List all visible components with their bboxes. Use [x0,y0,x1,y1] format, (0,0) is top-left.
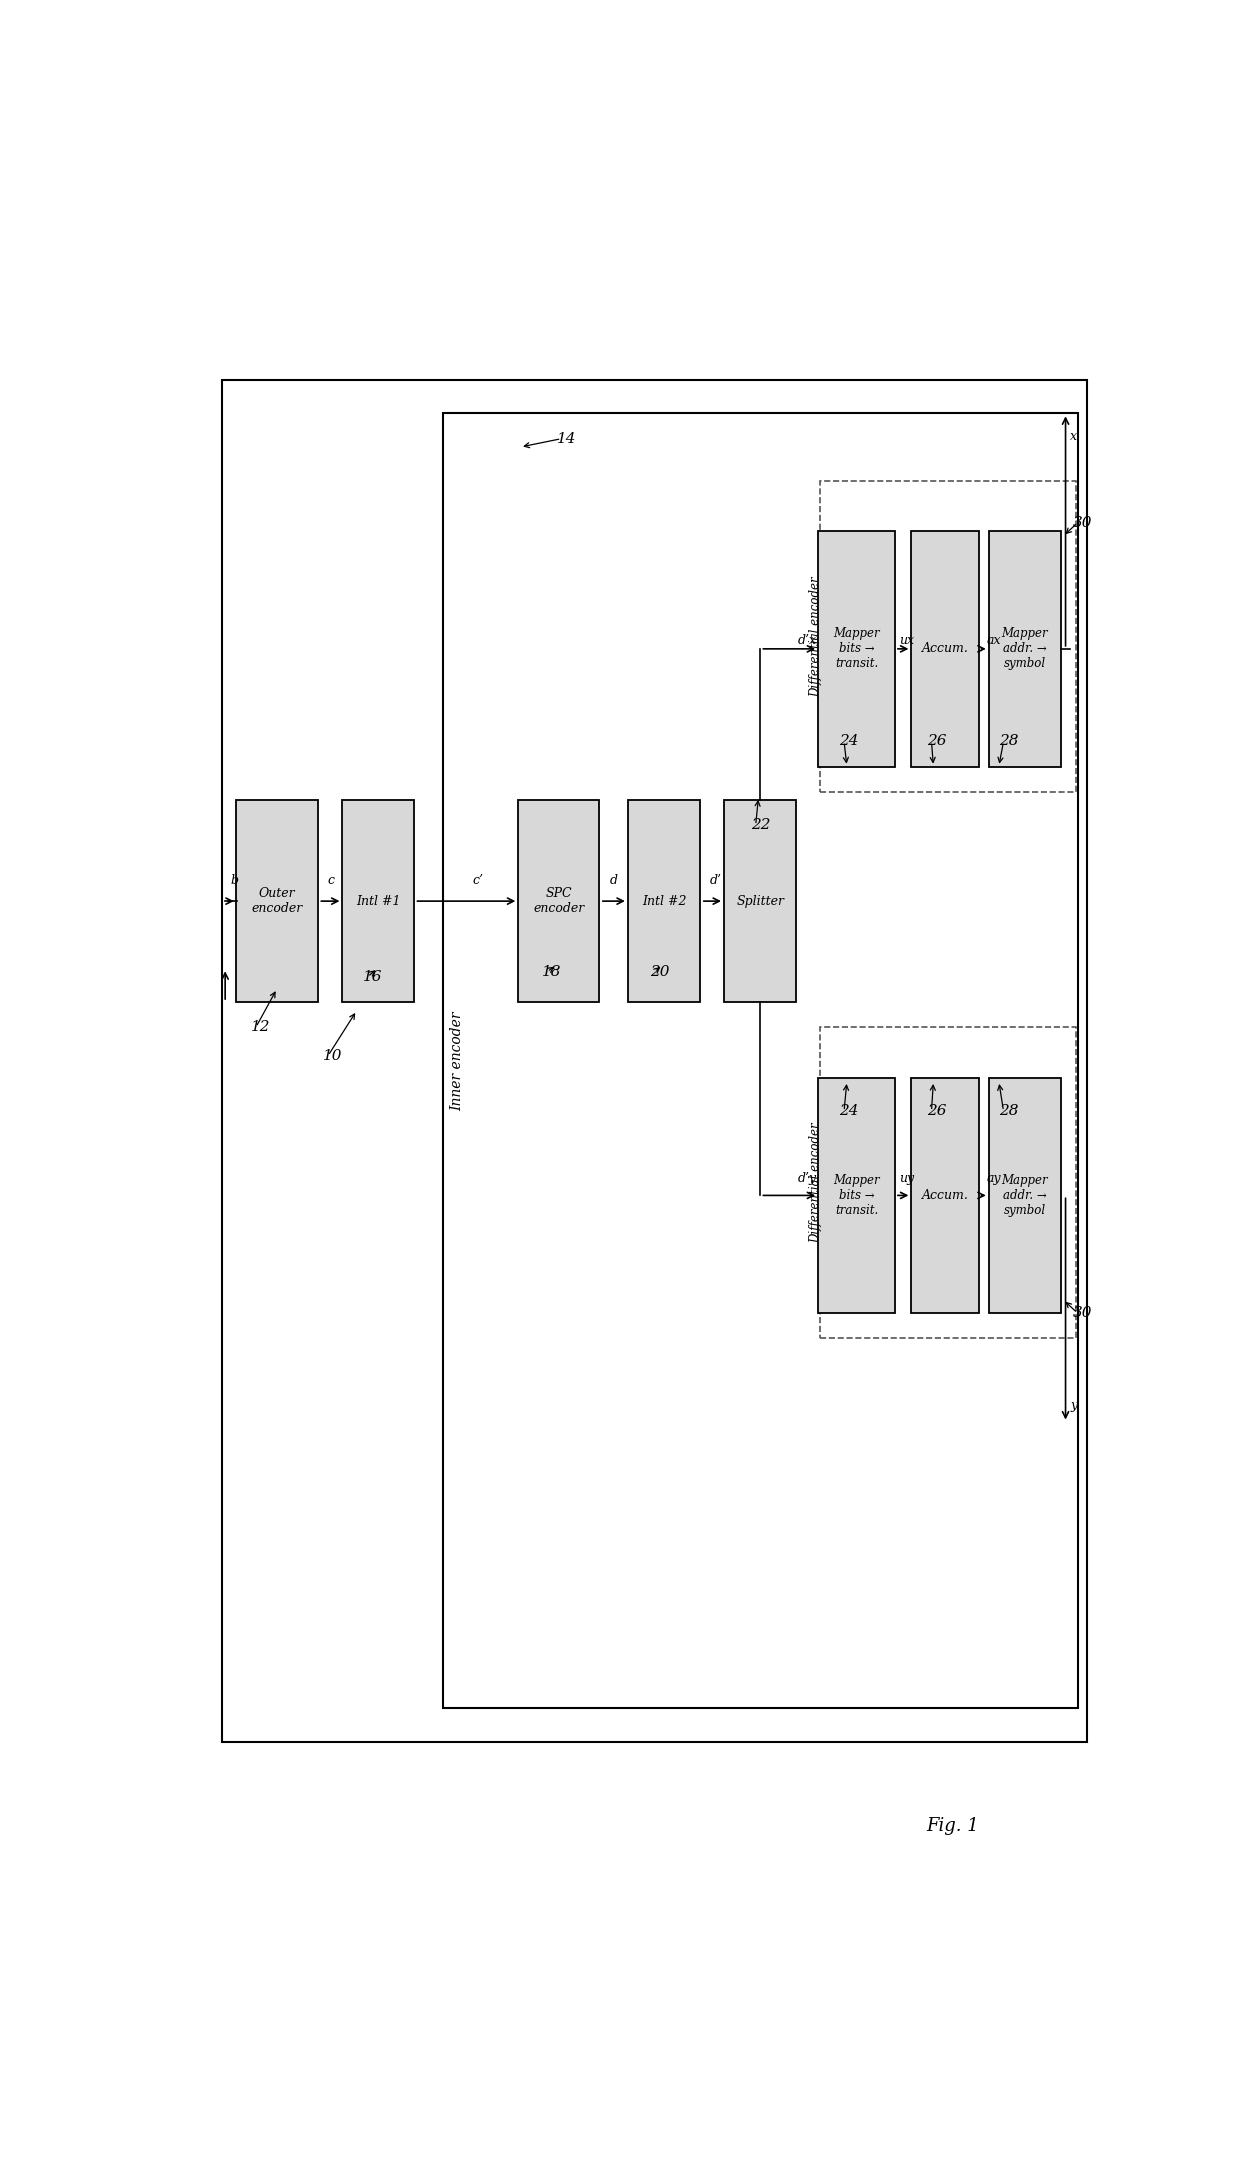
Text: 24: 24 [839,734,859,749]
Text: 12: 12 [250,1020,270,1035]
Text: Outer
encoder: Outer encoder [252,887,303,915]
Text: Mapper
addr. →
symbol: Mapper addr. → symbol [1002,627,1048,670]
Text: uy: uy [899,1173,914,1186]
Bar [820,1026,1075,1339]
Bar [342,799,414,1002]
Text: ay: ay [987,1173,1001,1186]
Bar [911,531,978,767]
Text: 20: 20 [650,965,670,978]
Text: y: y [1070,1400,1078,1413]
Text: SPC
encoder: SPC encoder [533,887,584,915]
Text: Accum.: Accum. [921,1188,968,1201]
Text: c’: c’ [472,874,484,887]
Bar [444,413,1078,1708]
Text: 28: 28 [998,734,1018,749]
Bar [988,531,1060,767]
Text: 26: 26 [926,1105,946,1118]
Text: d: d [609,874,618,887]
Text: 22: 22 [751,819,770,832]
Bar [236,799,317,1002]
Text: Splitter: Splitter [737,895,785,909]
Text: 30: 30 [1073,1306,1092,1319]
Text: Intl #1: Intl #1 [356,895,401,909]
Text: b: b [231,874,239,887]
Bar [222,380,1087,1743]
Text: 30: 30 [1073,515,1092,531]
Text: 28: 28 [998,1105,1018,1118]
Bar [518,799,599,1002]
Text: 16: 16 [362,970,382,983]
Text: ax: ax [987,633,1001,646]
Text: x: x [1070,430,1078,443]
Text: 24: 24 [839,1105,859,1118]
Bar [911,1077,978,1313]
Text: Differential encoder: Differential encoder [810,1123,822,1243]
Text: Accum.: Accum. [921,642,968,655]
Text: Intl #2: Intl #2 [642,895,687,909]
Text: Fig. 1: Fig. 1 [926,1817,980,1835]
Text: d’y: d’y [799,1173,817,1186]
Text: 10: 10 [324,1048,342,1064]
Text: Mapper
addr. →
symbol: Mapper addr. → symbol [1002,1175,1048,1216]
Text: c: c [327,874,335,887]
Text: 14: 14 [557,432,577,446]
Text: d’x: d’x [799,633,817,646]
Text: Inner encoder: Inner encoder [450,1011,465,1112]
Bar [818,531,895,767]
Bar [988,1077,1060,1313]
Text: d’: d’ [709,874,722,887]
Bar [818,1077,895,1313]
Text: ux: ux [899,633,914,646]
Bar [820,480,1075,793]
Text: Mapper
bits →
transit.: Mapper bits → transit. [833,627,880,670]
Bar [724,799,796,1002]
Text: Differential encoder: Differential encoder [810,577,822,697]
Bar [629,799,701,1002]
Text: Mapper
bits →
transit.: Mapper bits → transit. [833,1175,880,1216]
Text: 26: 26 [926,734,946,749]
Text: 18: 18 [542,965,562,978]
